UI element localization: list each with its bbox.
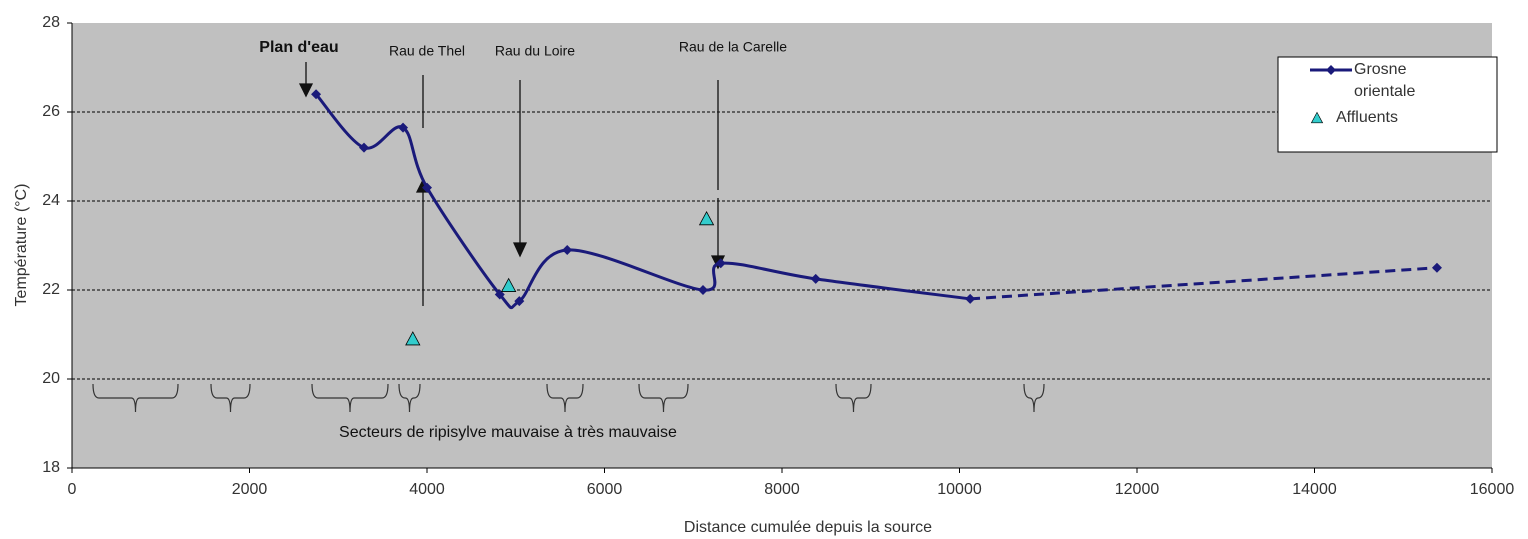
x-axis-title: Distance cumulée depuis la source [684,519,932,536]
x-tick-label: 4000 [409,481,445,498]
legend [1277,56,1498,153]
point [405,331,421,346]
point [698,210,715,226]
point [715,258,726,269]
y-tick-label: 22 [42,281,60,298]
point [698,285,709,295]
point [965,293,976,304]
annotation: Plan d'eau [259,39,338,56]
x-tick-label: 8000 [764,481,800,498]
brace [546,383,584,413]
x-tick-label: 6000 [587,481,623,498]
x-tick-label: 12000 [1115,481,1160,498]
point [514,296,525,307]
annotation-arrows [298,62,726,306]
y-axis-title: Température (°C) [13,184,30,307]
brace [210,383,251,413]
series-line [970,266,1438,301]
x-tick-label: 0 [68,481,77,498]
point [311,89,322,100]
y-tick-label: 18 [42,459,60,476]
point [422,182,432,193]
legend-swatch [1310,111,1324,124]
x-tick-label: 16000 [1470,481,1515,498]
legend-swatch [1326,65,1336,75]
x-tick-label: 10000 [937,481,982,498]
y-tick-label: 28 [42,14,60,31]
brace [398,383,421,413]
point [810,273,821,284]
annotation: Rau de Thel [389,43,465,59]
point [494,289,505,300]
grid [72,111,1492,380]
point [1431,262,1442,273]
point [500,277,517,292]
legend-label-line: Grosne [1354,61,1407,78]
brace [1023,383,1045,413]
point [358,142,369,153]
legend-label: Grosne orientale [1354,61,1415,100]
point [398,122,409,133]
legend-label: Affluents [1336,109,1398,126]
annotation: Secteurs de ripisylve mauvaise à très ma… [339,424,677,441]
brace [92,383,179,413]
plot-area [72,23,1492,468]
y-tick-label: 20 [42,370,60,387]
brace [638,383,689,413]
annotation: Rau du Loire [495,43,575,59]
brace [835,383,872,413]
annotation: Rau de la Carelle [679,39,787,55]
legend-label-line: orientale [1354,83,1415,100]
series [311,89,1442,346]
point [562,244,573,255]
brace [311,383,389,413]
x-tick-label: 2000 [232,481,268,498]
y-tick-label: 26 [42,103,60,120]
x-tick-label: 14000 [1292,481,1337,498]
y-tick-label: 24 [42,192,60,209]
braces [92,383,1045,413]
